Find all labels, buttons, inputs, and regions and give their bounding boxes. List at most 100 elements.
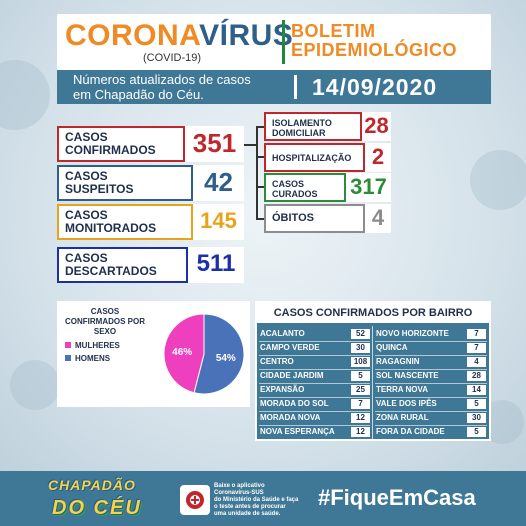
bairro-value: 7: [467, 329, 486, 339]
bairro-row: CAMPO VERDE 30: [257, 342, 372, 354]
info-divider: [294, 75, 297, 99]
bairro-name: CENTRO: [260, 357, 294, 366]
label-line-2: CURADOS: [272, 189, 318, 199]
label-line-2: MONITORADOS: [65, 221, 157, 235]
header: CORONAVÍRUS (COVID-19) BOLETIM EPIDEMIOL…: [57, 14, 491, 70]
virus-decoration-icon: [10, 360, 60, 410]
casos-descartados-box: CASOS DESCARTADOS 511: [57, 247, 244, 283]
bairro-value: 30: [467, 413, 486, 423]
pie-slice-homens: [193, 313, 245, 395]
app-text-line-1: Baixe o aplicativo: [214, 483, 265, 489]
bairro-value: 12: [351, 427, 370, 437]
label-line-2: DOMICILIAR: [272, 128, 326, 138]
bairro-value: 7: [351, 399, 370, 409]
bairro-row: SOL NASCENTE 28: [373, 370, 489, 382]
obitos-value: 4: [363, 204, 391, 233]
row-separator: [375, 425, 487, 426]
connector-line: [256, 218, 264, 220]
bairro-name: CAMPO VERDE: [260, 343, 320, 352]
connector-line: [256, 186, 264, 188]
casos-curados-value: 317: [344, 173, 391, 202]
bairro-name: RAGAGNIN: [376, 357, 420, 366]
logo-top-text: CHAPADÃO: [48, 477, 136, 493]
label-line-2: DESCARTADOS: [65, 264, 157, 278]
hospitalizacao-label: HOSPITALIZAÇÃO: [272, 153, 362, 163]
row-separator: [375, 369, 487, 370]
bairro-row: CIDADE JARDIM 5: [257, 370, 372, 382]
row-separator: [259, 341, 370, 342]
row-separator: [375, 355, 487, 356]
bairro-name: MORADA NOVA: [260, 413, 321, 422]
casos-descartados-label: CASOS DESCARTADOS: [65, 252, 183, 278]
casos-monitorados-label: CASOS MONITORADOS: [65, 209, 183, 235]
bairro-row: MORADA NOVA 12: [257, 412, 372, 424]
bairro-table: CASOS CONFIRMADOS POR BAIRRO ACALANTO 52 C…: [255, 301, 491, 441]
casos-suspeitos-value: 42: [191, 165, 244, 201]
page-subtitle: (COVID-19): [143, 52, 202, 64]
header-divider: [282, 20, 285, 64]
app-text-line-2: Coronavírus-SUS: [214, 490, 264, 496]
isolamento-box: ISOLAMENTO DOMICILIAR 28: [264, 112, 391, 141]
label-line-1: HOSPITALIZAÇÃO: [272, 153, 352, 163]
bairro-row: TERRA NOVA 14: [373, 384, 489, 396]
connector-line: [256, 156, 264, 158]
bairro-value: 7: [467, 343, 486, 353]
casos-confirmados-value: 351: [183, 126, 244, 162]
chart-title: CASOS CONFIRMADOS POR SEXO: [65, 307, 145, 336]
row-separator: [375, 439, 487, 440]
casos-confirmados-label: CASOS CONFIRMADOS: [65, 131, 183, 157]
bairro-row: NOVO HORIZONTE 7: [373, 328, 489, 340]
obitos-label: ÓBITOS: [272, 212, 342, 224]
title-part-2: VÍRUS: [199, 19, 294, 52]
hospitalizacao-value: 2: [363, 143, 391, 172]
info-text-line-2: em Chapadão do Céu.: [73, 87, 204, 102]
sexo-pie-chart: 54% 46%: [163, 313, 245, 395]
app-text-line-3: do Ministério da Saúde e faça: [214, 497, 299, 503]
bairro-row: EXPANSÃO 25: [257, 384, 372, 396]
bairro-name: VALE DOS IPÊS: [376, 399, 437, 408]
pie-label-mulheres: 46%: [172, 347, 192, 358]
coronavirus-sus-app-icon: [180, 485, 210, 515]
bairro-row: MORADA DO SOL 7: [257, 398, 372, 410]
row-separator: [259, 369, 370, 370]
bairro-name: SOL NASCENTE: [376, 371, 439, 380]
info-text: Números atualizados de casos em Chapadão…: [73, 72, 273, 102]
pie-slice-mulheres: [163, 313, 205, 394]
legend-homens: HOMENS: [65, 354, 110, 363]
row-separator: [259, 355, 370, 356]
pie-label-homens: 54%: [216, 353, 236, 364]
isolamento-label: ISOLAMENTO DOMICILIAR: [272, 118, 362, 138]
legend-swatch-mulheres: [65, 342, 71, 348]
bairro-row: VALE DOS IPÊS 5: [373, 398, 489, 410]
app-text-line-4: o teste antes de procurar: [214, 504, 286, 510]
bairro-name: NOVA ESPERANÇA: [260, 427, 335, 436]
chapadao-logo: CHAPADÃO DO CÉU: [38, 475, 158, 523]
label-line-2: CONFIRMADOS: [65, 143, 156, 157]
footer: CHAPADÃO DO CÉU Baixe o aplicativo Coron…: [0, 471, 526, 526]
bairro-name: FORA DA CIDADE: [376, 427, 445, 436]
bairro-name: ACALANTO: [260, 329, 305, 338]
logo-bottom-text: DO CÉU: [52, 497, 142, 519]
label-line-1: ÓBITOS: [272, 212, 314, 224]
bairro-value: 5: [351, 371, 370, 381]
legend-label-mulheres: MULHERES: [75, 341, 120, 350]
casos-curados-box: CASOS CURADOS 317: [264, 173, 391, 202]
bairro-name: NOVO HORIZONTE: [376, 329, 449, 338]
bairro-name: ZONA RURAL: [376, 413, 429, 422]
title-part-1: CORONA: [65, 19, 200, 52]
row-separator: [259, 397, 370, 398]
app-promo-text: Baixe o aplicativo Coronavírus-SUS do Mi…: [214, 483, 309, 518]
row-separator: [375, 411, 487, 412]
casos-suspeitos-box: CASOS SUSPEITOS 42: [57, 165, 244, 201]
bairro-value: 30: [351, 343, 370, 353]
hospitalizacao-box: HOSPITALIZAÇÃO 2: [264, 143, 391, 172]
bairro-name: TERRA NOVA: [376, 385, 428, 394]
boletim-line-2: EPIDEMIOLÓGICO: [291, 40, 458, 60]
info-text-line-1: Números atualizados de casos: [73, 72, 251, 87]
bairro-value: 14: [467, 385, 486, 395]
casos-monitorados-box: CASOS MONITORADOS 145: [57, 204, 244, 240]
column-divider: [372, 326, 373, 439]
bairro-name: MORADA DO SOL: [260, 399, 329, 408]
label-line-1: ISOLAMENTO: [272, 118, 332, 128]
label-line-1: CASOS: [65, 169, 108, 183]
